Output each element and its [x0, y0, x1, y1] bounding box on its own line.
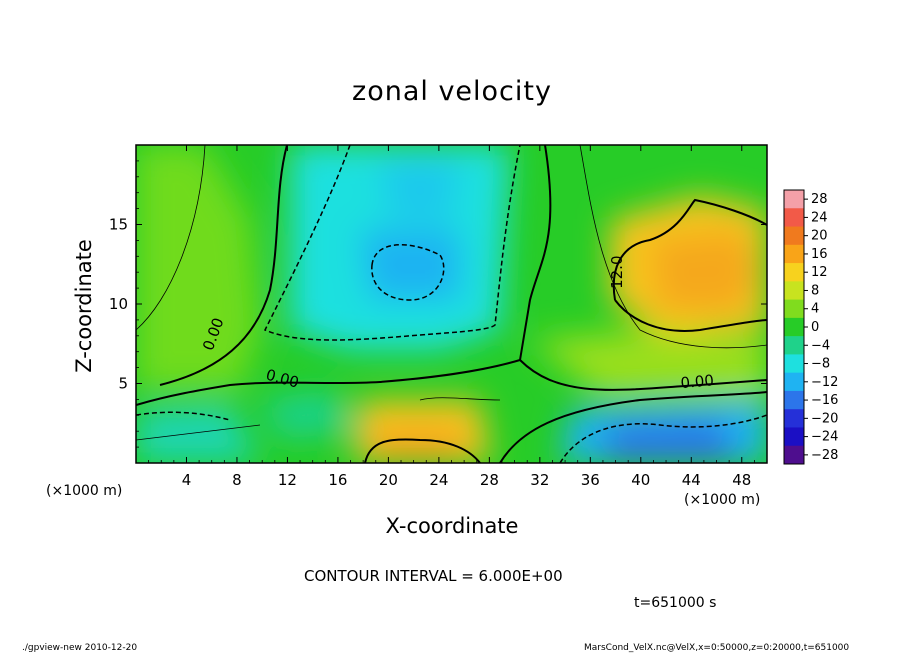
chart-title: zonal velocity — [352, 76, 552, 107]
x-tick-label: 8 — [232, 471, 242, 489]
y-tick-label: 15 — [109, 216, 128, 234]
contour-label: 0.00 — [680, 371, 715, 392]
colorbar-swatch — [784, 427, 804, 447]
field-region-upper-right-core — [650, 230, 760, 310]
footer-source: MarsCond_VelX.nc@VelX,x=0:50000,z=0:2000… — [584, 643, 850, 653]
x-unit-label-left: (×1000 m) — [46, 483, 123, 499]
x-tick-label: 16 — [328, 471, 347, 489]
x-tick-label: 24 — [429, 471, 448, 489]
colorbar-swatch — [784, 409, 804, 428]
y-axis-label: Z-coordinate — [72, 239, 96, 373]
x-unit-label-right: (×1000 m) — [684, 492, 761, 508]
field-region-lower-orange-core — [372, 430, 462, 463]
contour-twelve — [364, 198, 767, 463]
colorbar-swatch — [784, 281, 804, 301]
y-tick-label: 5 — [118, 375, 128, 393]
colorbar-label: −16 — [811, 393, 838, 408]
x-tick-label: 12 — [278, 471, 297, 489]
colorbar-swatch — [784, 317, 804, 337]
colorbar: 28 24 20 16 12 8 4 0 −4 −8 −12 −16 −20 −24 −28 — [783, 189, 838, 465]
x-tick-label: 40 — [631, 471, 650, 489]
x-axis-label: X-coordinate — [385, 514, 519, 538]
field-region-mid-left — [260, 390, 360, 440]
x-axis: 4 8 12 16 20 24 28 32 36 40 44 48 — [148, 145, 768, 489]
colorbar-swatch — [784, 390, 804, 410]
colorbar-swatch — [784, 208, 804, 228]
colorbar-label: −4 — [811, 338, 830, 353]
field-region-upper-cyan — [380, 160, 460, 220]
colorbar-swatch — [784, 299, 804, 319]
colorbar-swatch — [784, 354, 804, 374]
colorbar-swatch — [784, 244, 804, 264]
heatmap-field — [136, 145, 767, 463]
colorbar-label: −24 — [811, 430, 838, 445]
colorbar-swatch — [784, 372, 804, 392]
colorbar-label: 0 — [811, 320, 819, 335]
footer-program: ./gpview-new 2010-12-20 — [22, 643, 138, 653]
contour-label: 12.0 — [608, 255, 626, 288]
contour-interval-note: CONTOUR INTERVAL = 6.000E+00 — [304, 567, 563, 585]
field-region-lower-left — [136, 405, 260, 463]
field-region-upper-left — [136, 145, 260, 390]
colorbar-label: 28 — [811, 192, 828, 207]
colorbar-label: 24 — [811, 210, 828, 225]
field-region-right-mid — [530, 330, 767, 395]
colorbar-swatch — [784, 226, 804, 246]
contour-negative — [136, 145, 767, 463]
time-stamp: t=651000 s — [634, 595, 717, 611]
y-axis: 5 10 15 — [109, 160, 767, 448]
colorbar-label: −8 — [811, 357, 830, 372]
x-tick-label: 44 — [682, 471, 701, 489]
contour-lines — [136, 145, 767, 463]
colorbar-label: −28 — [811, 448, 838, 463]
field-region-blue-core — [360, 230, 460, 300]
x-tick-label: 48 — [732, 471, 751, 489]
x-tick-label: 4 — [182, 471, 192, 489]
x-tick-label: 32 — [530, 471, 549, 489]
colorbar-label: 16 — [811, 247, 828, 262]
colorbar-label: 8 — [811, 283, 819, 298]
colorbar-label: 4 — [811, 302, 819, 317]
colorbar-label: 12 — [811, 265, 828, 280]
colorbar-swatch — [784, 445, 804, 465]
x-tick-label: 28 — [480, 471, 499, 489]
y-tick-label: 10 — [109, 295, 128, 313]
colorbar-swatch — [784, 263, 804, 282]
colorbar-swatch — [784, 190, 804, 209]
colorbar-label: 20 — [811, 229, 828, 244]
field-region-lower-right-deep — [600, 420, 740, 463]
colorbar-label: −20 — [811, 411, 838, 426]
contour-positive-thin — [136, 145, 767, 441]
colorbar-label: −12 — [811, 375, 838, 390]
contour-zero-main — [136, 145, 767, 463]
x-tick-label: 36 — [581, 471, 600, 489]
x-tick-label: 20 — [379, 471, 398, 489]
colorbar-swatch — [784, 336, 804, 355]
